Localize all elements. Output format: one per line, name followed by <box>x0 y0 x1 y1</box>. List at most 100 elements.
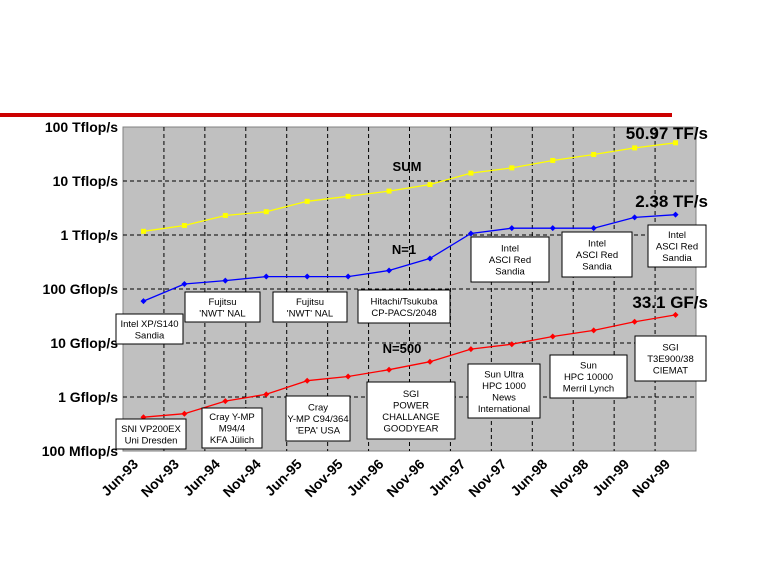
data-point <box>591 151 597 157</box>
x-tick-label: Nov-99 <box>629 456 673 500</box>
y-tick-label: 1 Tflop/s <box>60 227 118 243</box>
data-point <box>549 333 556 340</box>
annotation-text: CIEMAT <box>653 366 688 377</box>
annotation-text: M94/4 <box>219 424 245 435</box>
data-point <box>549 225 556 232</box>
annotation-text: HPC 1000 <box>482 381 526 392</box>
data-point <box>426 358 433 365</box>
x-tick-label: Nov-96 <box>383 456 427 500</box>
annotation-text: 'NWT' NAL <box>287 308 333 319</box>
x-axis-labels: Jun-93Nov-93Jun-94Nov-94Jun-95Nov-95Jun-… <box>98 456 673 500</box>
x-tick-label: Jun-97 <box>425 456 468 499</box>
data-point <box>345 373 352 380</box>
x-tick-label: Jun-94 <box>180 456 223 499</box>
data-point <box>386 267 393 274</box>
y-tick-label: 10 Gflop/s <box>50 335 118 351</box>
data-point <box>304 198 310 204</box>
annotation-text: KFA Jülich <box>210 435 254 446</box>
data-point <box>672 211 679 218</box>
data-point <box>263 391 270 398</box>
x-tick-label: Nov-93 <box>138 456 182 500</box>
data-point <box>508 225 515 232</box>
annotation-frame <box>549 354 628 399</box>
annotation-text: SNI VP200EX <box>121 424 181 435</box>
annotation-text: Sandia <box>495 267 525 278</box>
data-point <box>263 273 270 280</box>
annotation-text: ASCI Red <box>656 242 698 253</box>
data-point <box>263 209 269 215</box>
y-axis-labels: 100 Tflop/s 10 Tflop/s 1 Tflop/s 100 Gflop/… <box>42 119 118 459</box>
data-point <box>345 273 352 280</box>
x-tick-label: Nov-94 <box>220 456 264 500</box>
data-point <box>386 188 392 194</box>
end-value-label: 50.97 TF/s <box>626 124 708 143</box>
annotation-text: ASCI Red <box>576 250 618 261</box>
annotation-frame <box>561 231 633 278</box>
y-tick-label: 1 Gflop/s <box>58 389 118 405</box>
annotation-text: CHALLANGE <box>382 412 440 423</box>
data-point <box>509 165 515 171</box>
annotation-text: GOODYEAR <box>384 423 439 434</box>
annotation-text: Y-MP C94/364 <box>287 414 348 425</box>
annotation-text: Sandia <box>135 330 165 341</box>
annotation-box: Fujitsu'NWT' NAL <box>184 291 261 323</box>
annotation-text: 'NWT' NAL <box>199 308 245 319</box>
data-point <box>426 255 433 262</box>
data-point <box>508 341 515 348</box>
annotation-frame <box>467 363 541 419</box>
annotation-text: Merril Lynch <box>563 384 614 395</box>
x-tick-label: Nov-97 <box>465 456 509 500</box>
data-point <box>140 228 146 234</box>
annotation-frame <box>184 291 261 323</box>
data-point <box>550 157 556 163</box>
data-point <box>632 145 638 151</box>
series-lines <box>140 140 679 421</box>
annotation-text: Fujitsu <box>296 297 324 308</box>
data-point <box>222 212 228 218</box>
annotation-frame <box>357 289 451 324</box>
x-tick-label: Jun-95 <box>262 456 305 499</box>
annotation-text: Intel <box>588 239 606 250</box>
series-name-label: N=1 <box>392 242 416 257</box>
end-value-label: 33.1 GF/s <box>632 293 708 312</box>
x-tick-label: Jun-99 <box>589 456 632 499</box>
data-point <box>304 377 311 384</box>
data-point <box>631 318 638 325</box>
y-tick-label: 100 Gflop/s <box>43 281 119 297</box>
data-point <box>427 182 433 188</box>
annotation-text: SGI <box>662 343 678 354</box>
x-tick-label: Nov-98 <box>547 456 591 500</box>
series-line <box>143 142 676 232</box>
annotation-text: Sun Ultra <box>484 369 524 380</box>
data-point <box>673 140 679 146</box>
annotation-box: Fujitsu'NWT' NAL <box>272 291 348 323</box>
annotation-frame <box>115 313 184 345</box>
annotation-frame <box>115 418 187 450</box>
series-name-label: SUM <box>393 159 422 174</box>
data-point <box>181 222 187 228</box>
annotation-text: Sandia <box>662 253 692 264</box>
annotation-text: International <box>478 404 530 415</box>
annotation-frame <box>366 381 456 440</box>
annotation-frame <box>285 395 351 442</box>
annotation-text: News <box>492 392 516 403</box>
data-point <box>672 311 679 318</box>
annotation-text: Intel <box>501 244 519 255</box>
annotation-text: Sandia <box>582 262 612 273</box>
data-point <box>181 280 188 287</box>
data-point <box>181 410 188 417</box>
annotation-frame <box>201 407 263 449</box>
data-point <box>631 214 638 221</box>
annotation-text: HPC 10000 <box>564 372 613 383</box>
x-tick-label: Jun-98 <box>507 456 550 499</box>
